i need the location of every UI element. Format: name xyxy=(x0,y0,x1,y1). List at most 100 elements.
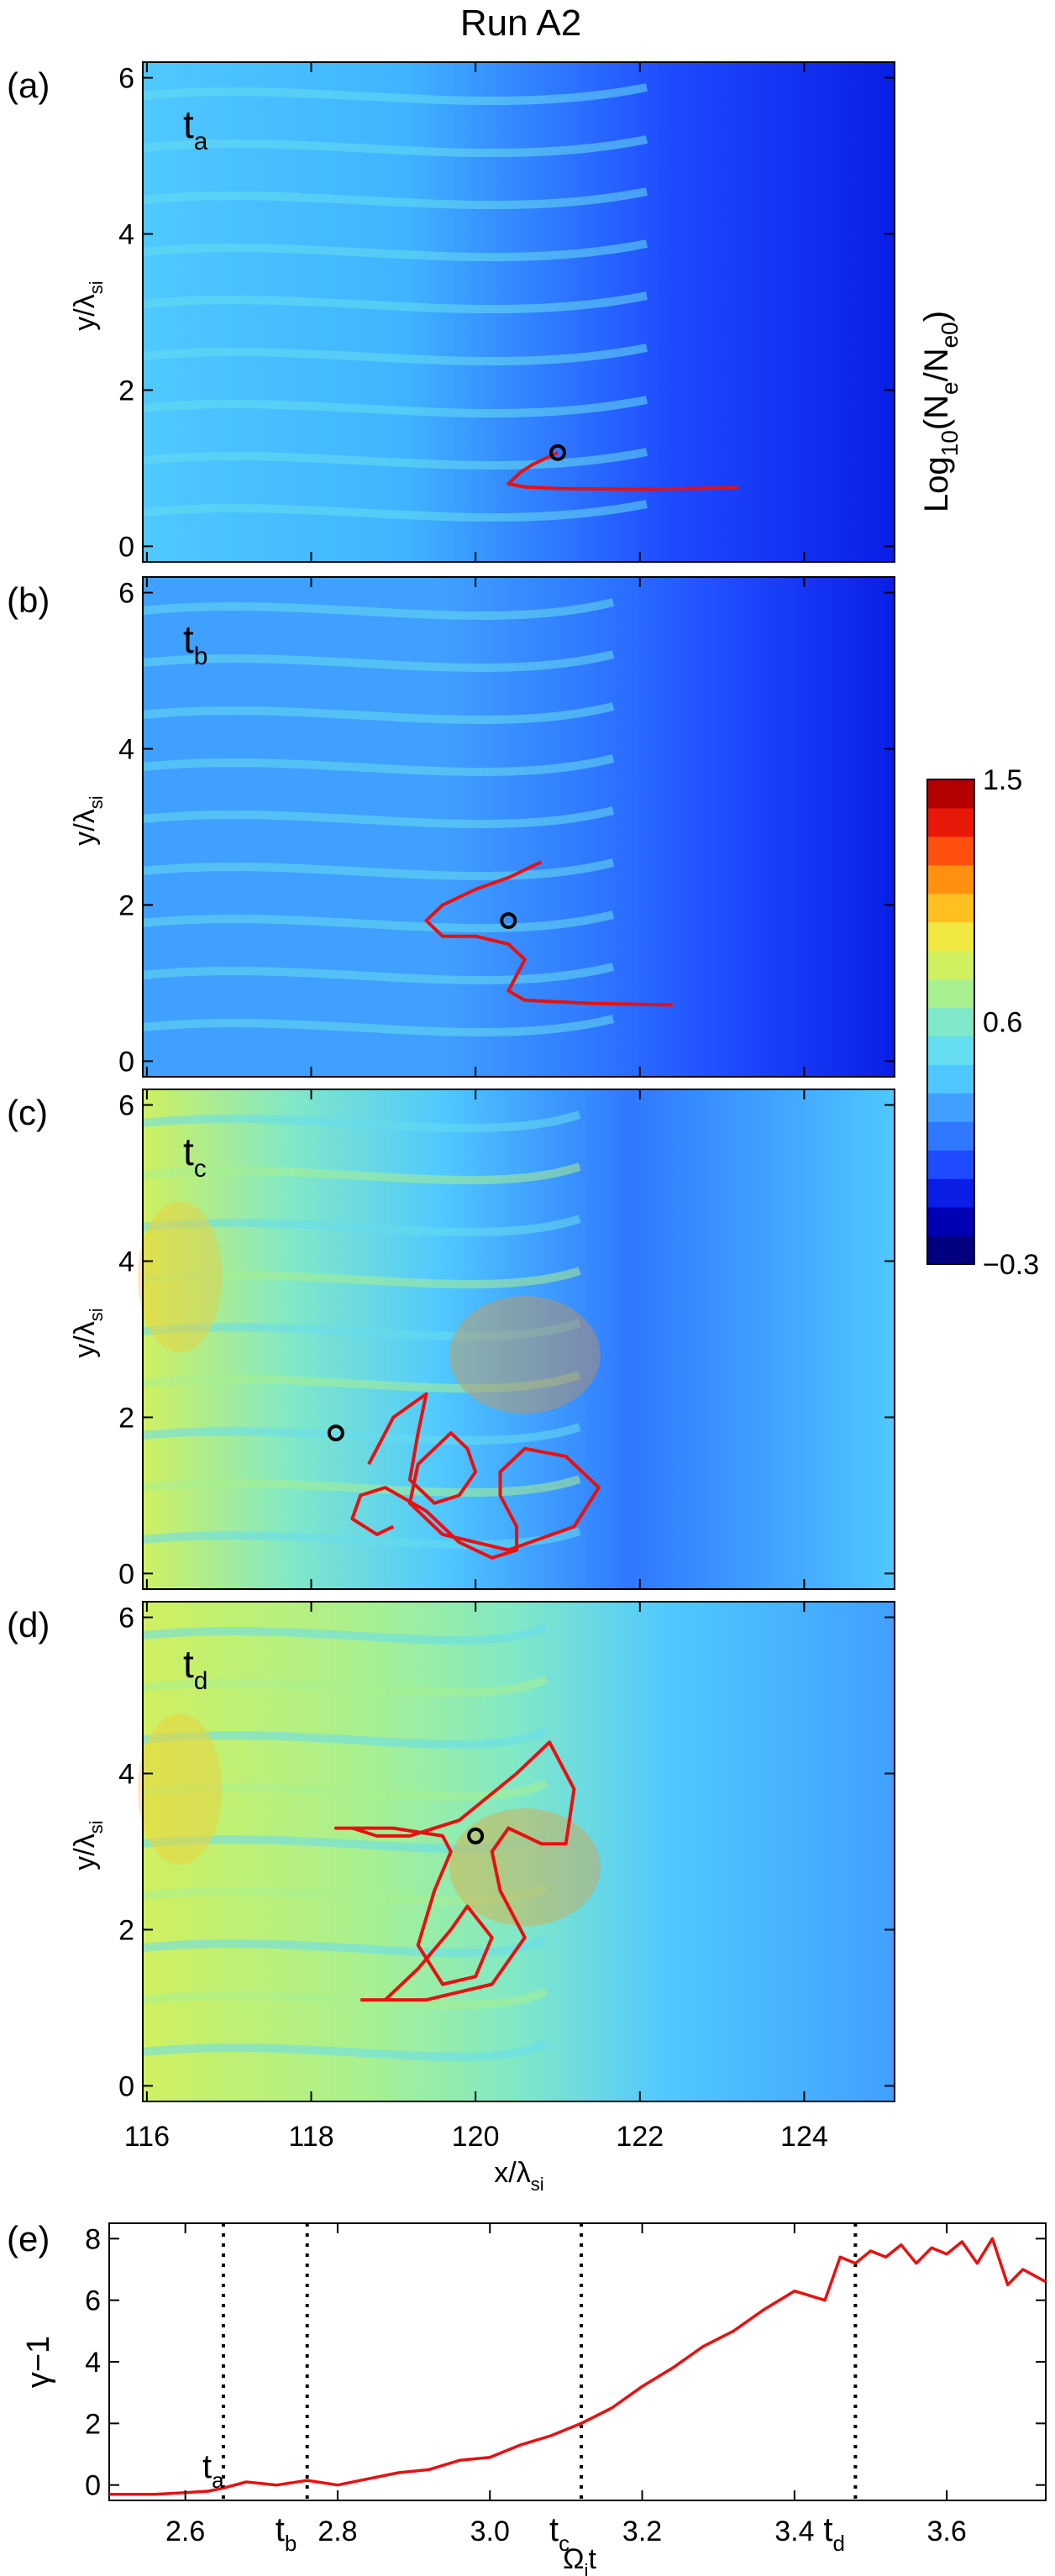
y-tick-label: 6 xyxy=(118,578,134,610)
y-tick-label: 4 xyxy=(85,2347,101,2379)
y-tick-label: 2 xyxy=(118,889,134,921)
colorbar-segment xyxy=(927,1150,974,1179)
colorbar-label: Log10(Ne/Ne0) xyxy=(918,311,963,512)
y-tick-label: 6 xyxy=(118,1090,134,1122)
colorbar-segment xyxy=(927,1178,974,1208)
x-tick-label: 2.6 xyxy=(165,2516,205,2547)
colorbar-segment xyxy=(927,950,974,980)
panel-d: 0 2 4 6 (d) td y/λsi xyxy=(7,1601,895,2102)
figure-title: Run A2 xyxy=(460,3,581,44)
particle-marker xyxy=(467,1827,485,1844)
panel-a: 0 2 4 6 (a) ta y/λsi xyxy=(7,61,895,563)
colorbar: 1.5 0.6 −0.3 Log10(Ne/Ne0) xyxy=(918,311,1039,1281)
energy-line-chart: 0 2 4 6 8 2.6 2.8 3.0 3.2 3.4 3.6 ta tb tc td (e) γ−1 Ωit xyxy=(7,2219,1047,2576)
y-tick-label: 2 xyxy=(118,1402,134,1434)
energy-series-line xyxy=(109,2237,1047,2496)
time-marker-label: tc xyxy=(549,2511,569,2556)
density-filaments xyxy=(142,83,648,522)
panel-letter: (d) xyxy=(7,1605,50,1645)
x-tick-label: 3.0 xyxy=(470,2516,510,2547)
density-filaments xyxy=(138,1110,601,1550)
x-tick-label: 2.8 xyxy=(318,2516,357,2547)
colorbar-segment xyxy=(927,1007,974,1036)
y-tick-label: 0 xyxy=(85,2470,101,2502)
x-tick-label: 116 xyxy=(124,2121,170,2153)
y-axis-label: y/λsi xyxy=(69,1308,107,1357)
panel-time-label: ta xyxy=(183,102,208,155)
colorbar-segment xyxy=(927,978,974,1009)
colorbar-segment xyxy=(927,1236,974,1265)
y-axis-label: γ−1 xyxy=(21,2336,56,2388)
x-tick-label: 3.6 xyxy=(927,2516,967,2547)
panel-frame xyxy=(142,61,895,563)
panel-letter: (c) xyxy=(7,1093,48,1132)
colorbar-segment xyxy=(927,921,974,952)
y-tick-label: 2 xyxy=(118,375,134,407)
y-tick-label: 0 xyxy=(118,531,134,563)
colorbar-tick-label: 1.5 xyxy=(983,764,1022,796)
y-tick-label: 4 xyxy=(118,1759,134,1791)
panel-letter: (a) xyxy=(7,66,50,105)
panel-letter: (b) xyxy=(7,580,50,620)
colorbar-segment xyxy=(927,1121,974,1151)
y-tick-label: 6 xyxy=(118,1603,134,1634)
colorbar-tick-label: 0.6 xyxy=(983,1007,1022,1039)
x-tick-label: 120 xyxy=(452,2121,500,2153)
y-tick-label: 0 xyxy=(118,2070,134,2102)
y-tick-label: 8 xyxy=(85,2223,101,2255)
colorbar-segment xyxy=(927,779,974,809)
x-tick-label: 3.2 xyxy=(622,2516,662,2547)
y-tick-label: 2 xyxy=(85,2408,101,2440)
colorbar-segment xyxy=(927,1093,974,1122)
y-tick-label: 4 xyxy=(118,1246,134,1278)
colorbar-segment xyxy=(927,807,974,837)
panel-letter: (e) xyxy=(7,2219,50,2259)
panel-frame xyxy=(142,1089,895,1590)
particle-trajectory xyxy=(350,1392,601,1560)
x-tick-label: 118 xyxy=(288,2121,333,2153)
map-x-axis: 116 118 120 122 124 x/λsi xyxy=(124,2121,828,2195)
colorbar-segment xyxy=(927,864,974,895)
y-axis-label: y/λsi xyxy=(69,1820,107,1870)
panel-b: 0 2 4 6 (b) tb y/λsi xyxy=(7,576,895,1078)
y-axis-label: y/λsi xyxy=(69,795,107,845)
density-panels: 0 2 4 6 (a) ta y/λsi 0 2 4 6 (b) tb y/λsi 0 2 4 6 (c) tc y/λ… xyxy=(7,61,895,2195)
y-axis-label: y/λsi xyxy=(69,281,107,330)
density-filaments xyxy=(138,1623,601,2062)
y-tick-label: 4 xyxy=(118,219,134,251)
panel-frame xyxy=(142,576,895,1078)
colorbar-segment xyxy=(927,836,974,866)
x-tick-label: 3.4 xyxy=(774,2516,814,2547)
particle-marker xyxy=(548,443,566,461)
colorbar-segment xyxy=(927,1207,974,1236)
line-chart-frame xyxy=(108,2222,1047,2501)
y-tick-label: 0 xyxy=(118,1046,134,1078)
panel-time-label: tb xyxy=(183,617,207,670)
particle-marker xyxy=(500,912,517,930)
y-tick-label: 6 xyxy=(85,2285,101,2317)
x-axis-label: Ωit xyxy=(563,2543,596,2576)
particle-trajectory xyxy=(333,1740,576,2002)
time-marker-label: td xyxy=(823,2511,845,2556)
y-tick-label: 6 xyxy=(118,63,134,95)
colorbar-segment xyxy=(927,893,974,923)
panel-c: 0 2 4 6 (c) tc y/λsi xyxy=(7,1089,895,1590)
density-filaments xyxy=(142,598,615,1037)
x-axis-label: x/λsi xyxy=(494,2157,543,2195)
colorbar-segment xyxy=(927,1064,974,1094)
particle-trajectory xyxy=(507,450,739,491)
x-tick-label: 122 xyxy=(616,2121,664,2153)
colorbar-frame xyxy=(926,779,975,1265)
colorbar-segment xyxy=(927,1036,974,1065)
time-marker-label: tb xyxy=(276,2511,297,2556)
particle-trajectory xyxy=(424,860,673,1007)
x-tick-label: 124 xyxy=(780,2121,828,2153)
colorbar-tick-label: −0.3 xyxy=(983,1249,1039,1281)
particle-marker xyxy=(327,1424,344,1442)
panel-time-label: td xyxy=(183,1642,207,1695)
y-tick-label: 4 xyxy=(118,734,134,766)
time-marker-label: ta xyxy=(202,2448,224,2493)
y-tick-label: 2 xyxy=(118,1914,134,1946)
panel-frame xyxy=(142,1601,895,2102)
